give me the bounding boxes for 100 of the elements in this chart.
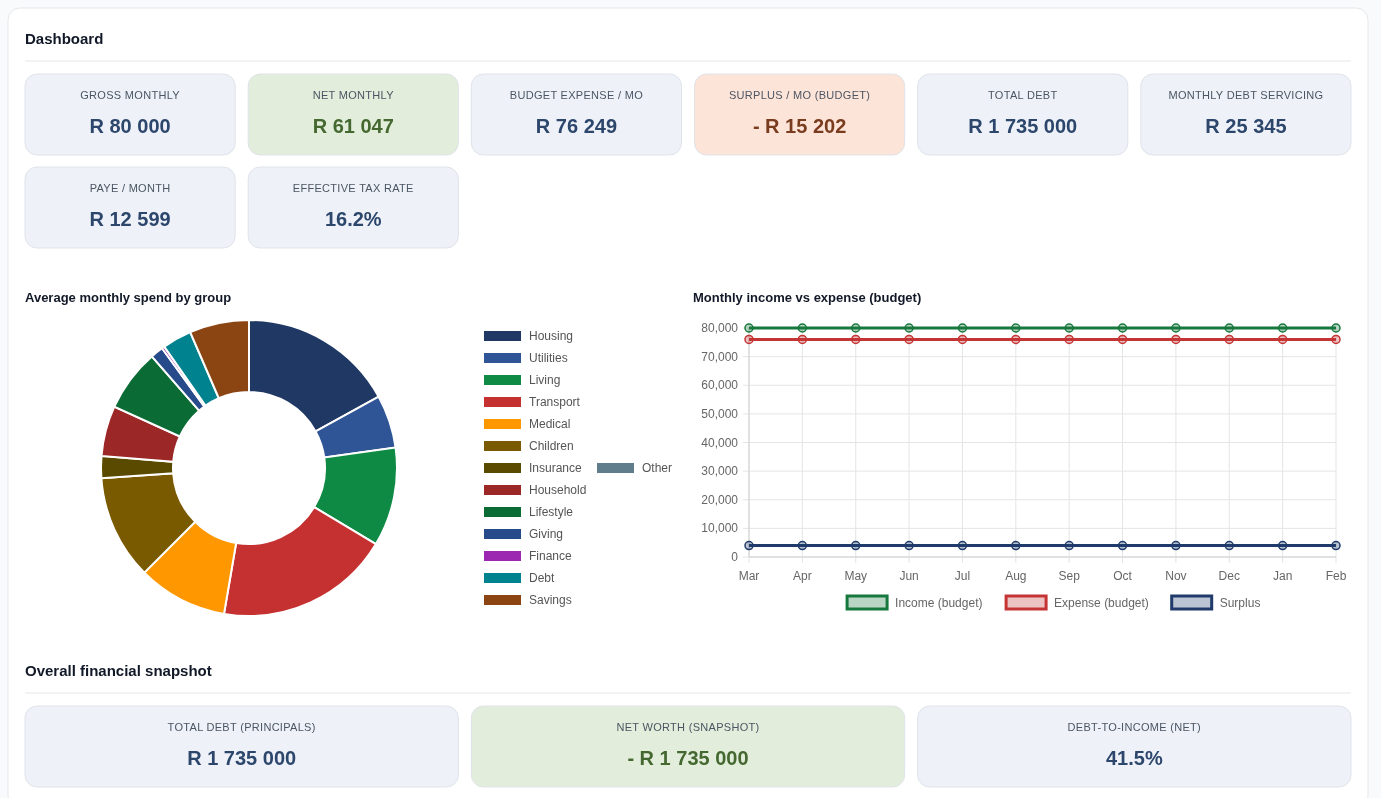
point xyxy=(904,334,914,345)
point xyxy=(1331,323,1341,333)
point xyxy=(1117,323,1128,333)
point xyxy=(744,323,754,333)
chart-title: Monthly income vs expense (budget) xyxy=(693,290,922,305)
category-label: MONTHLY DEBT SERVICING xyxy=(1168,89,1324,101)
point xyxy=(1277,540,1288,551)
point xyxy=(1064,323,1074,333)
point xyxy=(1171,323,1181,333)
point xyxy=(1011,540,1021,551)
point xyxy=(1011,334,1021,345)
legend-label: Children xyxy=(529,439,574,453)
text: - R 1 735 000 xyxy=(627,747,749,769)
point xyxy=(957,334,968,345)
legend-label: Debt xyxy=(529,571,556,585)
x-tick-label: Jun xyxy=(899,569,919,583)
point xyxy=(850,323,861,333)
category-label: NET WORTH (SNAPSHOT) xyxy=(616,721,760,733)
point xyxy=(797,334,808,345)
x-tick-label: May xyxy=(844,569,868,583)
point xyxy=(1064,540,1074,551)
point xyxy=(1224,323,1235,333)
category-label: BUDGET EXPENSE / MO xyxy=(509,89,644,101)
y-tick-label: 10,000 xyxy=(701,521,739,536)
point xyxy=(1011,323,1021,333)
x-tick-label: Feb xyxy=(1325,569,1347,583)
x-tick-label: Jul xyxy=(954,569,971,583)
category-label: PAYE / MONTH xyxy=(89,182,171,194)
text: R 80 000 xyxy=(89,115,171,137)
category-label: SURPLUS / MO (BUDGET) xyxy=(728,89,871,101)
text: R 1 735 000 xyxy=(968,115,1078,137)
legend-label: Insurance xyxy=(529,461,583,475)
point xyxy=(1171,540,1181,551)
category-label: NET MONTHLY xyxy=(312,89,395,101)
x-tick-label: Oct xyxy=(1113,569,1133,583)
text: 41.5% xyxy=(1105,747,1163,769)
point xyxy=(1064,334,1074,345)
point xyxy=(1277,323,1288,333)
point xyxy=(904,540,914,551)
point xyxy=(797,540,808,551)
text: R 25 345 xyxy=(1205,115,1287,137)
y-tick-label: 50,000 xyxy=(701,406,739,421)
legend-label: Transport xyxy=(529,395,581,409)
x-tick-label: Apr xyxy=(793,569,812,583)
point xyxy=(1277,334,1288,345)
point xyxy=(744,334,754,345)
category-label: GROSS MONTHLY xyxy=(80,89,181,101)
point xyxy=(1224,540,1235,551)
text: 16.2% xyxy=(324,208,382,230)
point xyxy=(1331,334,1341,345)
y-tick-label: 80,000 xyxy=(701,321,739,335)
y-tick-label: 30,000 xyxy=(701,464,739,479)
legend-label: Household xyxy=(529,483,587,497)
legend-label: Living xyxy=(529,373,561,387)
point xyxy=(850,540,861,551)
category-label: DEBT-TO-INCOME (NET) xyxy=(1067,721,1202,733)
legend-label: Expense (budget) xyxy=(1054,596,1149,610)
text: R 1 735 000 xyxy=(187,747,297,769)
text: Dashboard xyxy=(25,30,104,47)
legend-label: Utilities xyxy=(529,351,568,365)
legend-label: Income (budget) xyxy=(895,596,983,610)
text: R 61 047 xyxy=(312,115,394,137)
category-label: TOTAL DEBT (PRINCIPALS) xyxy=(167,721,316,733)
x-tick-label: Dec xyxy=(1218,569,1240,583)
x-tick-label: Sep xyxy=(1058,569,1081,583)
x-tick-label: Aug xyxy=(1005,569,1027,583)
legend-label: Finance xyxy=(529,549,573,563)
point xyxy=(904,323,914,333)
legend-label: Surplus xyxy=(1219,596,1261,610)
x-tick-label: Jan xyxy=(1272,569,1293,583)
text: Overall financial snapshot xyxy=(25,662,212,679)
legend-label: Housing xyxy=(529,329,574,343)
legend-label: Other xyxy=(642,461,673,475)
chart-title: Average monthly spend by group xyxy=(25,290,232,305)
legend-label: Medical xyxy=(529,417,571,431)
y-tick-label: 60,000 xyxy=(701,378,739,393)
y-tick-label: 40,000 xyxy=(701,435,739,450)
legend-label: Savings xyxy=(529,593,572,607)
text: R 76 249 xyxy=(535,115,617,137)
y-tick-label: 0 xyxy=(731,550,739,564)
category-label: TOTAL DEBT xyxy=(988,89,1058,101)
legend-label: Lifestyle xyxy=(529,505,574,519)
point xyxy=(1117,334,1128,345)
y-tick-label: 20,000 xyxy=(701,492,739,507)
point xyxy=(797,323,808,333)
x-tick-label: Mar xyxy=(738,569,760,583)
point xyxy=(1224,334,1235,345)
legend-label: Giving xyxy=(529,527,564,541)
y-tick-label: 70,000 xyxy=(701,349,739,364)
category-label: EFFECTIVE TAX RATE xyxy=(292,182,414,194)
point xyxy=(957,323,968,333)
text: - R 15 202 xyxy=(752,115,847,137)
point xyxy=(850,334,861,345)
point xyxy=(744,540,754,551)
point xyxy=(1171,334,1181,345)
point xyxy=(957,540,968,551)
x-tick-label: Nov xyxy=(1165,569,1187,583)
point xyxy=(1331,540,1341,551)
text: R 12 599 xyxy=(89,208,171,230)
point xyxy=(1117,540,1128,551)
